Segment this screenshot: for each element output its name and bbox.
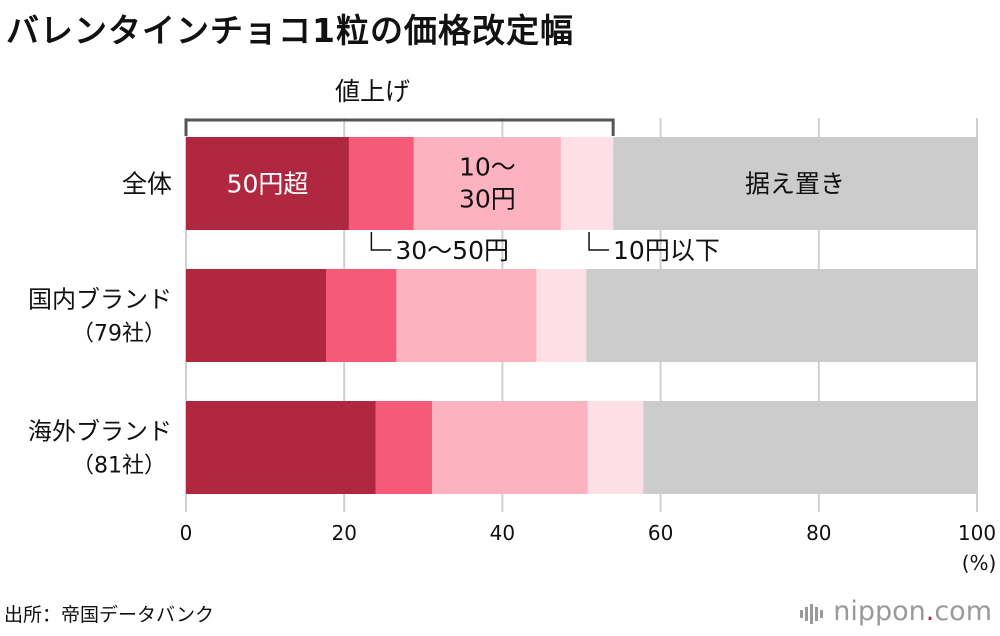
bar-segment <box>613 137 977 230</box>
x-tick-label: 0 <box>180 521 193 545</box>
logo-name: nippon <box>833 596 926 627</box>
x-tick-label: 80 <box>806 521 831 545</box>
bar-segment <box>186 137 349 230</box>
category-label: 国内ブランド <box>28 286 172 314</box>
bar-segment <box>413 137 561 230</box>
bar-segment <box>326 269 397 362</box>
chart-title: バレンタインチョコ1粒の価格改定幅 <box>6 11 574 50</box>
bar-segment <box>643 401 977 494</box>
callout-label-under10: 10円以下 <box>613 236 720 265</box>
logo-suffix: com <box>934 596 992 627</box>
callout-leader-under10 <box>588 232 610 251</box>
bar-segment <box>186 401 376 494</box>
inline-label-unchanged: 据え置き <box>745 170 845 199</box>
x-tick-label: 100 <box>958 521 996 545</box>
bar-segment <box>586 269 977 362</box>
bar-segment <box>536 269 587 362</box>
bar-segment <box>587 401 644 494</box>
x-tick-label: 60 <box>648 521 673 545</box>
increase-bracket <box>184 118 615 136</box>
x-unit-label: (%) <box>962 551 997 575</box>
category-label: 海外ブランド <box>28 418 172 446</box>
bar-segment <box>375 401 433 494</box>
bar-segment <box>396 269 537 362</box>
callout-leader-30to50 <box>370 232 392 251</box>
category-sublabel: （81社） <box>72 454 166 479</box>
bar-segment <box>348 137 414 230</box>
inline-label-10to30-line2: 30円 <box>459 185 516 214</box>
x-tick-label: 40 <box>490 521 515 545</box>
category-label: 全体 <box>122 170 172 199</box>
x-tick-label: 20 <box>331 521 356 545</box>
nippon-logo-icon <box>800 597 825 628</box>
bar-segment <box>432 401 588 494</box>
bar-segment <box>186 269 327 362</box>
bar-segment <box>560 137 614 230</box>
callout-label-30to50: 30〜50円 <box>395 236 509 265</box>
inline-label-over50: 50円超 <box>227 170 309 199</box>
bar-segments <box>186 137 977 494</box>
logo-dot: . <box>925 596 935 627</box>
nippon-logo: nippon.com <box>800 596 992 628</box>
category-sublabel: （79社） <box>72 322 166 347</box>
bracket-label: 値上げ <box>335 77 410 106</box>
inline-label-10to30-line1: 10〜 <box>459 153 516 182</box>
source-note: 出所：帝国データバンク <box>4 604 214 626</box>
